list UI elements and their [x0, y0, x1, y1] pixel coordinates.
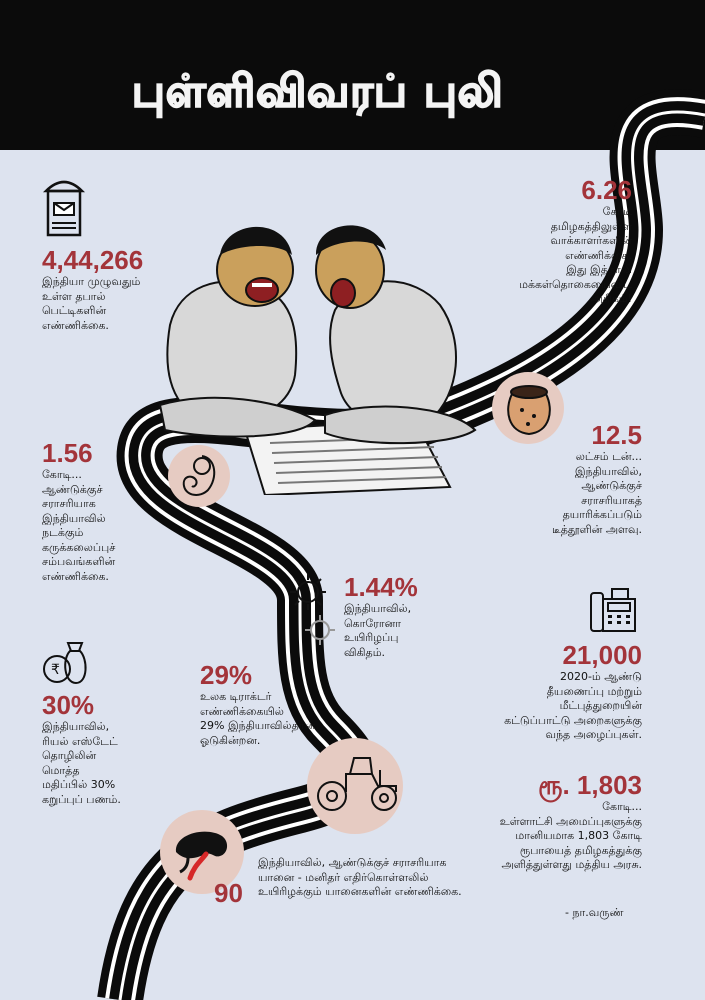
stat-tractors: 29% உலக டிராக்டர் எண்ணிக்கையில் 29% இந்த… [200, 660, 315, 748]
grants-text: கோடி... உள்ளாட்சி அமைப்புகளுக்கு மானியமா… [499, 800, 642, 871]
tea-text: லட்சம் டன்... இந்தியாவில், ஆண்டுக்குச் ச… [551, 450, 642, 536]
men-reading-newspaper-illustration [158, 225, 477, 495]
fire-calls-value: 21,000 [562, 640, 642, 670]
elephant-icon [175, 831, 228, 881]
stat-grants: ரூ. 1,803 கோடி... உள்ளாட்சி அமைப்புகளுக்… [440, 770, 642, 873]
fire-calls-text: 2020-ம் ஆண்டு தீயணைப்பு மற்றும் மீட்புத்… [504, 670, 642, 741]
grants-value: ரூ. 1,803 [538, 770, 642, 800]
elephants-value: 90 [214, 878, 243, 908]
stat-black-money: 30% இந்தியாவில், ரியல் எஸ்டேட் தொழிலின் … [42, 690, 121, 807]
post-box-icon [42, 180, 86, 237]
post-boxes-value: 4,44,266 [42, 245, 144, 275]
tractors-text: உலக டிராக்டர் எண்ணிக்கையில் 29% இந்தியாவ… [200, 690, 316, 747]
tea-value: 12.5 [591, 420, 642, 450]
page-title: புள்ளிவிவரப் புலி [131, 65, 504, 118]
telephone-icon [590, 588, 636, 632]
stat-voters: 6.26 கோடி தமிழகத்திலுள்ள வாக்காளர்களின் … [470, 175, 632, 307]
stat-covid: 1.44% இந்தியாவில், கொரோனா உயிரிழப்பு விக… [344, 572, 418, 660]
abortions-value: 1.56 [42, 438, 93, 468]
voters-value: 6.26 [581, 175, 632, 205]
abortions-text: கோடி... ஆண்டுக்குச் சராசரியாக இந்தியாவில… [42, 468, 116, 583]
header-band [0, 0, 705, 150]
stat-post-boxes: 4,44,266 இந்தியா முழுவதும் உள்ள தபால் பெ… [42, 245, 143, 333]
rupee-symbol: ₹ [51, 662, 60, 678]
stat-elephants-value-wrap: 90 [214, 878, 243, 908]
tea-sack-icon [507, 385, 551, 436]
virus-icon [290, 574, 335, 645]
black-money-value: 30% [42, 690, 95, 720]
stat-abortions: 1.56 கோடி... ஆண்டுக்குச் சராசரியாக இந்தி… [42, 438, 115, 584]
fetus-icon [182, 455, 216, 496]
stat-elephants: இந்தியாவில், ஆண்டுக்குச் சராசரியாக யானை … [258, 856, 462, 900]
tractor-icon [317, 757, 397, 811]
tractors-value: 29% [200, 660, 253, 690]
stat-fire-calls: 21,000 2020-ம் ஆண்டு தீயணைப்பு மற்றும் ம… [470, 640, 642, 743]
black-money-text: இந்தியாவில், ரியல் எஸ்டேட் தொழிலின் மொத்… [42, 720, 121, 806]
elephants-text: இந்தியாவில், ஆண்டுக்குச் சராசரியாக யானை … [258, 856, 462, 898]
covid-text: இந்தியாவில், கொரோனா உயிரிழப்பு விகிதம். [344, 602, 412, 659]
voters-text: கோடி தமிழகத்திலுள்ள வாக்காளர்களின் எண்ணி… [519, 205, 632, 305]
fetus-icon-circle [168, 445, 230, 507]
covid-value: 1.44% [344, 572, 418, 602]
stat-tea: 12.5 லட்சம் டன்... இந்தியாவில், ஆண்டுக்க… [500, 420, 642, 537]
money-bag-icon: ₹ [43, 642, 87, 685]
author-credit: - நா.வருண் [565, 906, 624, 919]
post-boxes-text: இந்தியா முழுவதும் உள்ள தபால் பெட்டிகளின்… [42, 275, 141, 332]
